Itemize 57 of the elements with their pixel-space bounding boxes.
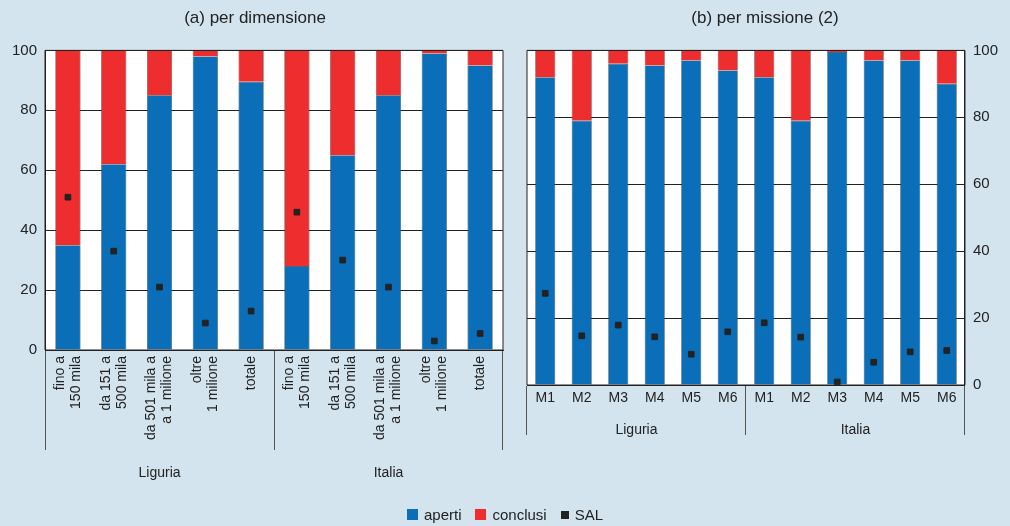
point xyxy=(541,289,549,297)
point xyxy=(687,350,695,358)
point xyxy=(651,333,659,341)
x-tick-label: M5 xyxy=(900,388,921,405)
y-tick-label: 0 xyxy=(28,340,38,358)
text: Italia xyxy=(840,420,871,437)
point xyxy=(156,283,163,291)
x-tick-label: M1 xyxy=(754,388,775,405)
y-tick-label: 60 xyxy=(20,160,38,178)
text: Liguria xyxy=(138,463,181,480)
point xyxy=(614,321,622,329)
x-tick-label: totale xyxy=(241,355,258,391)
chart-title: (a) per dimensione xyxy=(184,7,326,27)
x-tick-label: fino a 150 mila xyxy=(50,355,83,409)
x-tick-label: M6 xyxy=(718,388,738,405)
y-tick-label: 80 xyxy=(20,100,38,118)
point xyxy=(870,358,878,366)
x-tick-label: M1 xyxy=(535,388,556,405)
x-tick-label: M2 xyxy=(791,388,811,405)
y2-tick-label: 60 xyxy=(972,174,990,192)
y2-tick-label: 40 xyxy=(972,241,990,259)
y-tick-label: 100 xyxy=(12,40,38,58)
legend-label: conclusi xyxy=(492,506,547,523)
y2-tick-label: 80 xyxy=(972,107,990,125)
point xyxy=(906,348,914,356)
point xyxy=(201,319,209,327)
x-tick-label: M6 xyxy=(937,388,957,405)
point xyxy=(64,193,72,201)
y2-tick-label: 100 xyxy=(972,40,998,58)
point xyxy=(797,333,805,341)
y2-tick-label: 0 xyxy=(972,375,982,393)
point xyxy=(385,283,392,291)
x-tick-label: M2 xyxy=(572,388,592,405)
point xyxy=(247,307,255,315)
x-tick-label: totale xyxy=(470,355,487,391)
point xyxy=(430,337,438,345)
point xyxy=(293,208,301,216)
point xyxy=(724,328,732,336)
x-tick-label: M4 xyxy=(645,388,665,405)
point xyxy=(110,247,118,255)
text: Liguria xyxy=(615,420,658,437)
x-tick-label: M4 xyxy=(864,388,884,405)
point xyxy=(339,256,347,264)
point xyxy=(578,332,586,340)
legend-label: SAL xyxy=(574,506,604,523)
y2-tick-label: 20 xyxy=(972,308,990,326)
point xyxy=(943,347,951,354)
x-tick-label: M3 xyxy=(827,388,848,405)
point xyxy=(476,330,484,337)
text: Italia xyxy=(373,463,404,480)
chart-title: (b) per missione (2) xyxy=(691,7,839,27)
x-tick-label: M5 xyxy=(681,388,702,405)
y-tick-label: 40 xyxy=(20,220,38,238)
y-tick-label: 20 xyxy=(20,280,38,298)
legend-label: aperti xyxy=(423,506,462,523)
x-tick-label: M3 xyxy=(608,388,629,405)
point xyxy=(760,319,768,327)
